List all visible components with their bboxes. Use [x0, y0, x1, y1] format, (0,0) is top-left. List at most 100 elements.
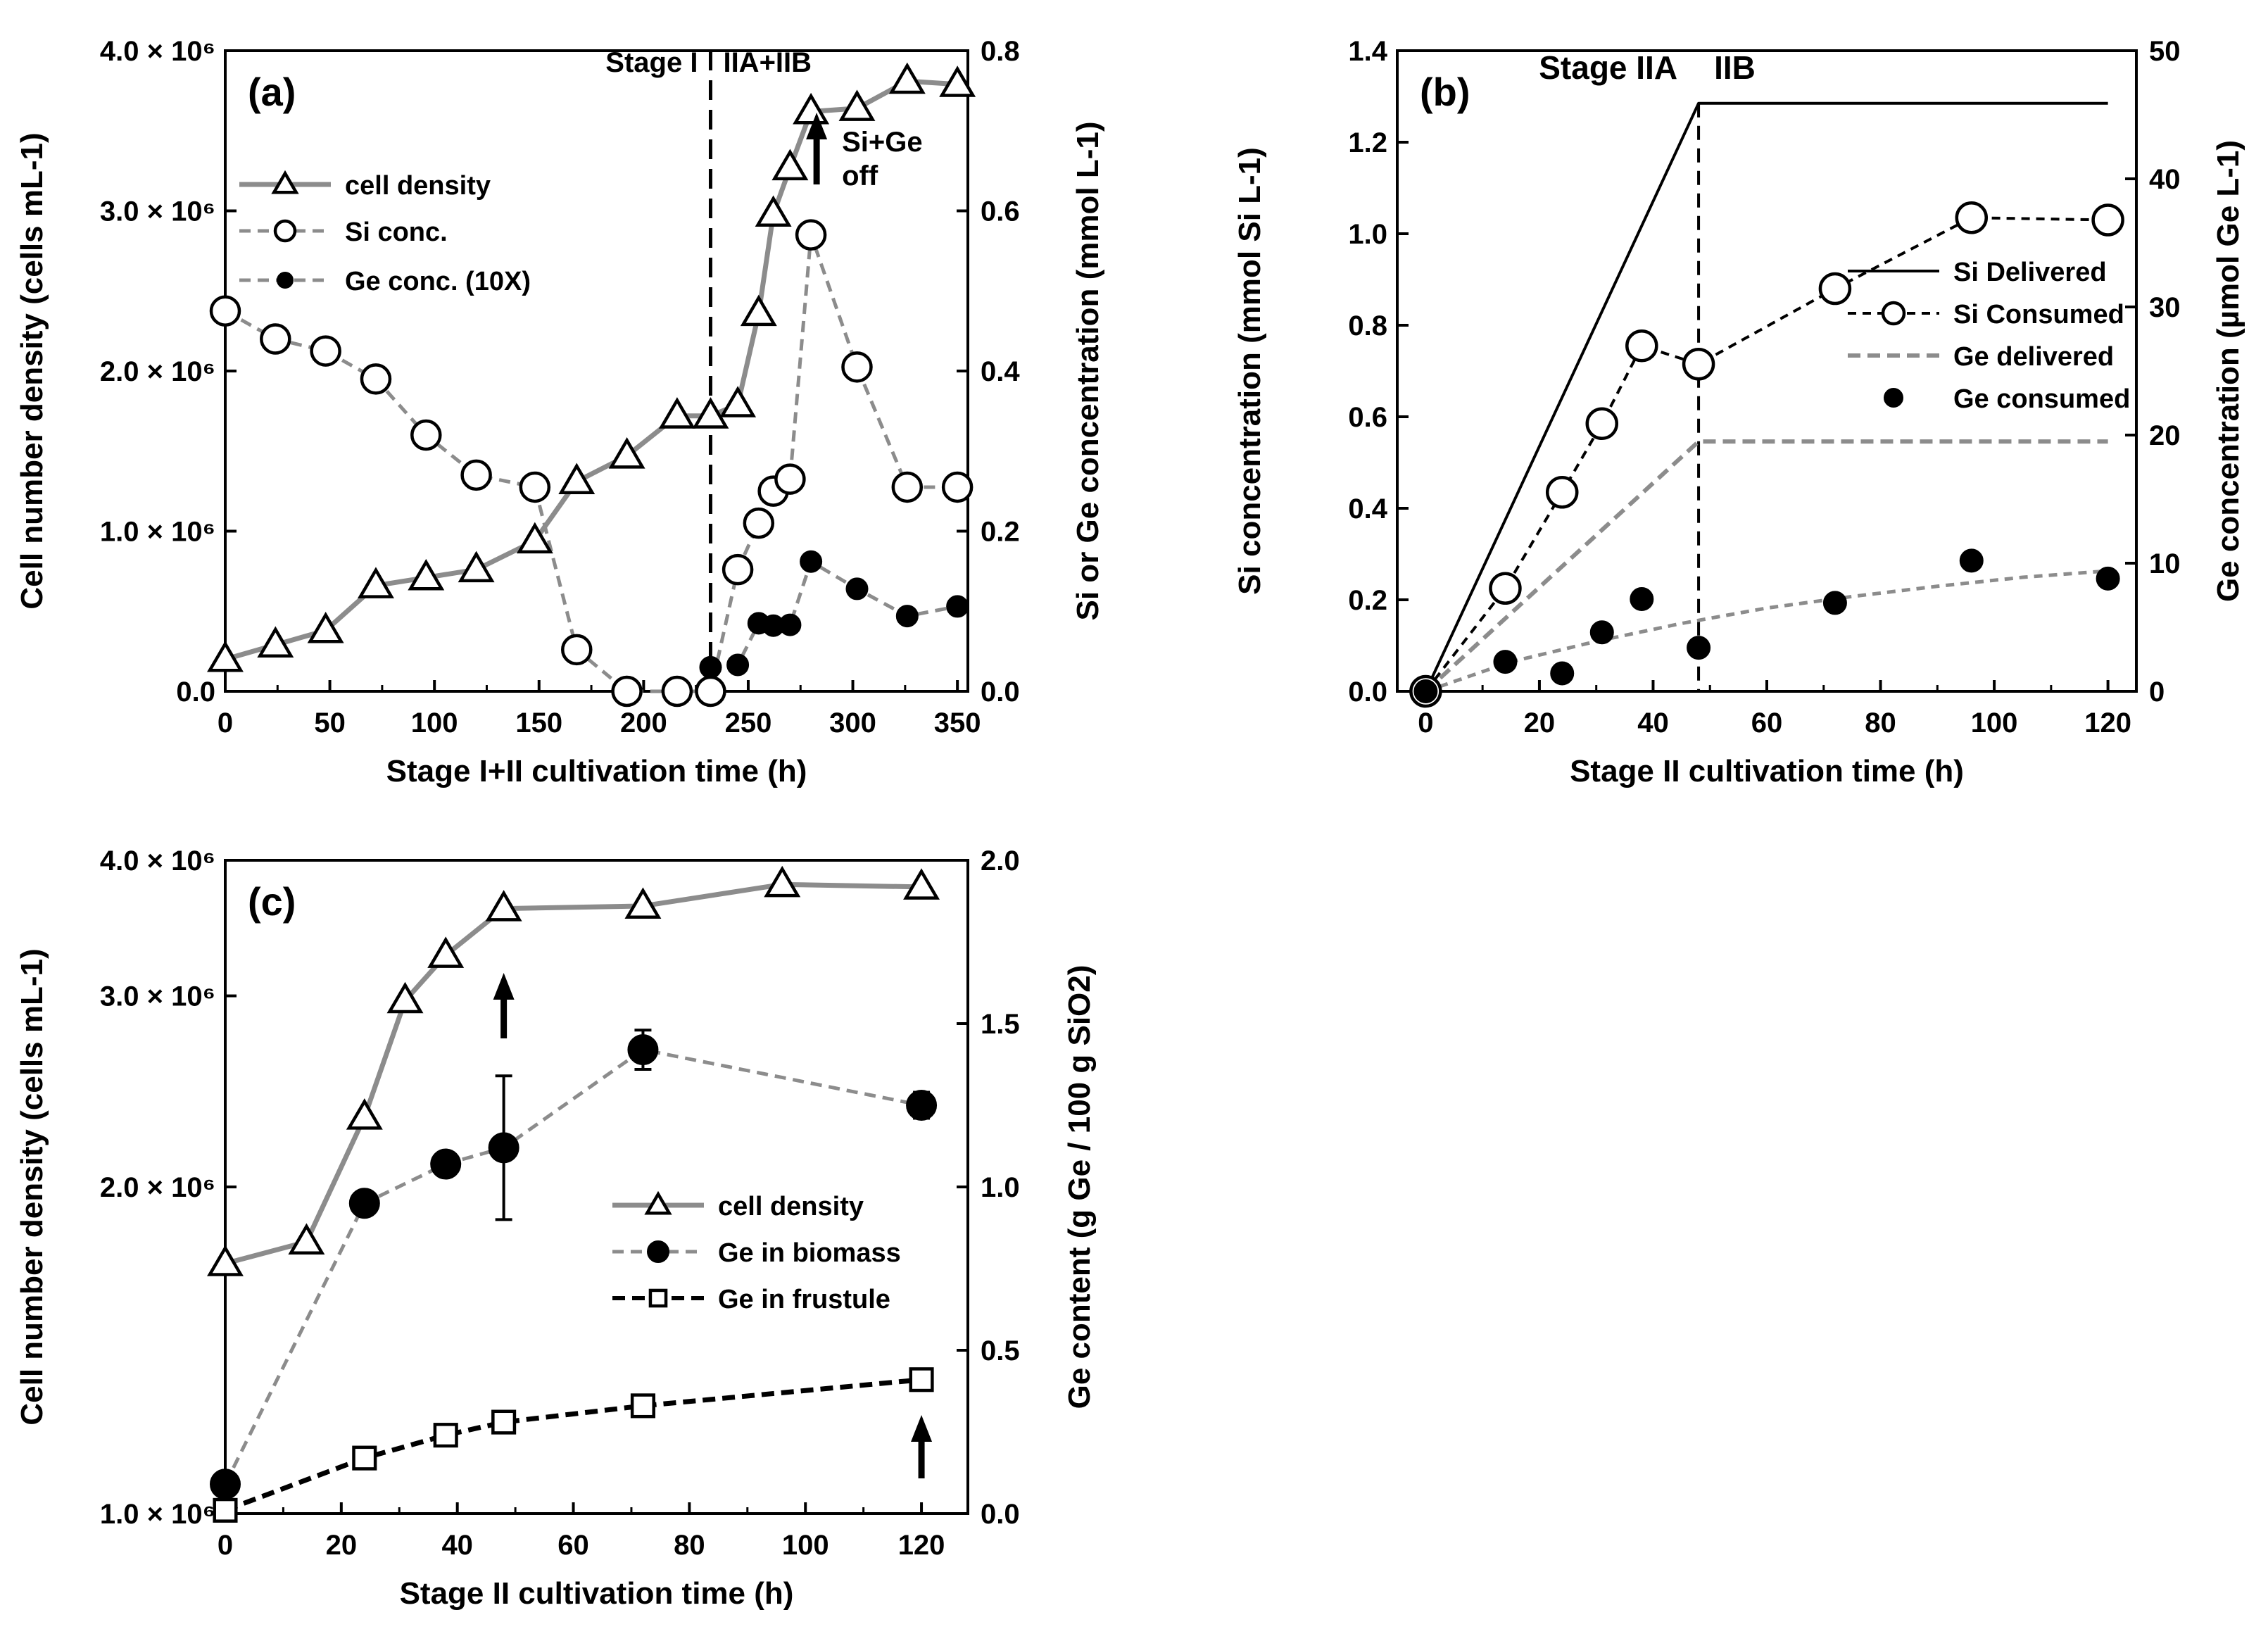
- y-left-tick-label: 3.0 × 10⁶: [100, 981, 215, 1012]
- y-left-tick-label: 1.2: [1348, 127, 1387, 158]
- x-axis-title: Stage II cultivation time (h): [400, 1576, 794, 1611]
- x-tick-label: 120: [2084, 708, 2131, 738]
- x-tick-label: 350: [934, 708, 981, 738]
- ge-frustule-line: [224, 1377, 922, 1513]
- ge-conc-line: [710, 560, 958, 669]
- ge-conc-point: [726, 653, 750, 677]
- arrow-120h-head: [911, 1415, 933, 1442]
- x-tick-label: 80: [1865, 708, 1896, 738]
- si-consumed-point: [1545, 476, 1579, 509]
- y-left-tick-label: 0.0: [1348, 677, 1387, 708]
- cell-density-point: [516, 522, 553, 554]
- y-left-tick-label: 3.0 × 10⁶: [100, 196, 215, 227]
- x-tick-label: 100: [782, 1530, 829, 1561]
- ge-frustule-point: [352, 1445, 377, 1471]
- cell-density-point: [358, 567, 394, 598]
- si-ge-off-arrow-head: [806, 113, 828, 139]
- si-consumed-point: [2091, 203, 2124, 237]
- y-right-tick-label: 0.8: [981, 36, 1020, 67]
- cell-density-point: [793, 92, 830, 125]
- x-tick-label: 60: [557, 1530, 589, 1561]
- cell-density-point: [771, 149, 809, 181]
- y-left-tick-label: 1.0 × 10⁶: [100, 517, 215, 548]
- x-tick-label: 40: [441, 1530, 473, 1561]
- si-consumed-point: [1585, 407, 1619, 440]
- si-conc-point: [460, 459, 492, 491]
- cell-density-point: [740, 294, 777, 327]
- stage-label-IIB: IIB: [1714, 49, 1756, 86]
- stage-label-IIA: Stage IIA: [1539, 49, 1677, 86]
- y-left-tick-label: 4.0 × 10⁶: [100, 36, 215, 67]
- y-left-tick-label: 0.8: [1348, 310, 1387, 341]
- panel-label: (a): [248, 70, 296, 114]
- cell-density-point: [346, 1098, 383, 1130]
- si-conc-point: [774, 463, 806, 495]
- y-left-axis-title: Cell number density (cells mL-1): [15, 132, 49, 609]
- y-right-tick-label: 2.0: [981, 845, 1020, 876]
- x-tick-label: 100: [1971, 708, 2018, 738]
- cell-density-point: [558, 463, 596, 494]
- si-conc-point: [695, 675, 726, 708]
- ge-biomass-point: [906, 1090, 938, 1121]
- si-conc-point: [561, 634, 593, 666]
- y-left-tick-label: 2.0 × 10⁶: [100, 1172, 215, 1203]
- cell-density-point: [307, 612, 344, 643]
- legend-cell-density-label: cell density: [718, 1192, 864, 1221]
- si-conc-point: [722, 553, 754, 586]
- si-consumed-point: [1489, 572, 1522, 605]
- si-consumed-point: [1625, 329, 1658, 363]
- arrow-48h-head: [493, 973, 515, 1000]
- y-right-tick-label: 0.4: [981, 356, 1020, 387]
- legend-si-consumed-swatch-marker: [1881, 301, 1906, 326]
- ge-consumed-point: [1687, 636, 1711, 660]
- annotation-line-2: off: [842, 161, 878, 191]
- panel-c: 0 20 40 60 80 100 120 1.0 × 10⁶ 2.0 × 10⁶ 3.0 × 1…: [15, 845, 1097, 1611]
- si-conc-point: [841, 351, 873, 383]
- y-right-tick-label: 30: [2149, 292, 2181, 323]
- ge-consumed-point: [1550, 661, 1575, 686]
- si-conc-point: [743, 507, 775, 539]
- cell-density-point: [719, 386, 757, 417]
- si-conc-point: [941, 471, 974, 503]
- x-tick-label: 40: [1637, 708, 1669, 738]
- cell-density-point: [624, 887, 662, 919]
- panel-label: (b): [1420, 70, 1470, 114]
- ge-conc-point: [895, 605, 919, 628]
- x-tick-label: 0: [1418, 708, 1433, 738]
- cell-density-point: [608, 437, 645, 469]
- ge-consumed-point: [1630, 586, 1654, 611]
- legend-ge-consumed-label: Ge consumed: [1953, 384, 2130, 414]
- y-left-tick-label: 0.2: [1348, 585, 1387, 616]
- x-tick-label: 120: [898, 1530, 945, 1561]
- cell-density-point: [485, 890, 522, 922]
- legend-ge-biomass-swatch-marker: [647, 1240, 669, 1263]
- si-conc-point: [310, 335, 341, 367]
- y-right-tick-label: 0.6: [981, 196, 1020, 227]
- cell-density-point: [408, 558, 445, 591]
- cell-density-point: [386, 981, 424, 1014]
- panel-label: (c): [248, 879, 296, 924]
- si-consumed-line: [1424, 216, 2108, 693]
- y-left-axis-title: Si concentration (mmol Si L-1): [1233, 147, 1267, 595]
- y-right-tick-label: 0: [2149, 677, 2165, 708]
- ge-biomass-point: [627, 1034, 659, 1066]
- y-right-tick-label: 40: [2149, 164, 2181, 195]
- cell-density-point: [903, 868, 940, 900]
- ge-consumed-point: [1493, 650, 1518, 674]
- x-tick-label: 150: [515, 708, 562, 738]
- x-axis-title: Stage I+II cultivation time (h): [386, 754, 807, 788]
- ge-biomass-point: [348, 1188, 380, 1219]
- panel-b: 0 20 40 60 80 100 120 0.0 0.2 0.4 0.6 0.8 1.0 1.2 1.4 0…: [1233, 36, 2245, 788]
- y-right-axis-title: Si or Ge concentration (mmol L-1): [1071, 122, 1105, 621]
- si-conc-point: [209, 295, 241, 327]
- cell-density-point: [427, 936, 465, 968]
- x-tick-label: 80: [674, 1530, 705, 1561]
- legend-ge-frustule-swatch-marker: [648, 1288, 668, 1308]
- ge-frustule-point: [433, 1423, 458, 1448]
- si-consumed-point: [1818, 272, 1852, 306]
- ge-consumed-point: [1959, 548, 1984, 573]
- si-consumed-point: [1682, 348, 1715, 381]
- y-right-tick-label: 0.5: [981, 1335, 1020, 1366]
